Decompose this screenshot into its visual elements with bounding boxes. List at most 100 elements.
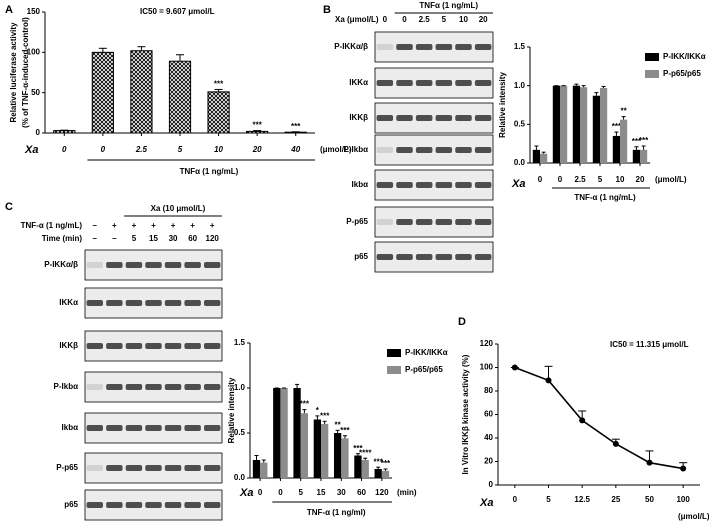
x-tick-label: 20 [636, 175, 645, 184]
significance: *** [300, 400, 310, 409]
y-tick-label: 1.5 [514, 42, 526, 51]
band [455, 182, 472, 188]
band-label: IKKα [59, 298, 78, 307]
error-bar [137, 46, 146, 51]
band [164, 300, 182, 306]
band [86, 343, 104, 349]
legend-swatch [387, 349, 401, 357]
x-tick-label: 40 [290, 145, 300, 154]
band [474, 115, 492, 121]
error-bar [534, 145, 539, 150]
blot-strip [374, 31, 494, 63]
point [545, 377, 552, 384]
bar [560, 85, 568, 163]
band [145, 384, 162, 390]
blot-strip [374, 102, 494, 134]
error-bar [98, 47, 107, 53]
band-label: IKKα [349, 78, 368, 87]
band [376, 182, 394, 188]
y-tick-label: 0.0 [234, 473, 246, 482]
band [396, 147, 413, 153]
band [164, 502, 182, 508]
band [376, 44, 394, 50]
x-row-label: Xa [239, 487, 253, 499]
error-bar [176, 54, 184, 62]
band [474, 147, 492, 153]
band [435, 80, 453, 86]
error-bar [641, 145, 646, 150]
significance: *** [214, 80, 224, 89]
y-tick-label: 150 [27, 7, 41, 16]
lane: + [112, 221, 117, 230]
y-tick-label: 1.5 [234, 338, 246, 347]
y-axis-label: Relative intensity [498, 72, 507, 138]
bar [293, 388, 301, 478]
error-bar [594, 92, 599, 96]
band [415, 254, 433, 260]
point [646, 459, 653, 466]
x-tick-label: 0 [258, 488, 263, 497]
bar [381, 470, 390, 478]
band-label: IKKβ [59, 341, 78, 350]
group-label: TNF-α (1 ng/ml) [307, 508, 366, 517]
band [376, 115, 394, 121]
band-label: P-p65 [346, 217, 368, 226]
band [184, 425, 201, 431]
band [164, 384, 182, 390]
band [164, 465, 182, 471]
lane: 5 [442, 15, 447, 24]
x-tick-label: 25 [611, 495, 620, 504]
legend-swatch [387, 366, 401, 374]
lane: + [171, 221, 176, 230]
bar [540, 153, 548, 163]
legend-swatch [645, 70, 659, 78]
x-tick-label: 50 [645, 495, 654, 504]
significance: *** [632, 137, 642, 146]
band [396, 115, 413, 121]
band-label: P-IKKα/β [44, 260, 78, 269]
bar [592, 95, 600, 163]
y-tick-label: 1.0 [514, 81, 526, 90]
lane: 0 [383, 15, 388, 24]
band [125, 262, 143, 268]
band [396, 182, 413, 188]
band [145, 465, 162, 471]
band-label: Ikbα [352, 180, 369, 189]
significance: * [316, 406, 320, 415]
x-tick-label: 0 [62, 145, 67, 154]
bar [354, 455, 362, 478]
x-unit: (min) [397, 488, 417, 497]
x-row-label: Xa [479, 497, 493, 509]
point [680, 465, 687, 472]
blot-header: Xa (10 μmol/L) [151, 204, 206, 213]
error-bar [581, 85, 586, 88]
bar [321, 424, 329, 478]
error-bar [295, 383, 300, 388]
lane: 2.5 [419, 15, 431, 24]
bar [246, 130, 269, 134]
lane: – [93, 234, 98, 243]
x-tick-label: 20 [252, 145, 262, 154]
band [396, 80, 413, 86]
y-tick-label: 0.0 [514, 158, 526, 167]
x-tick-label: 5 [598, 175, 603, 184]
band [184, 300, 201, 306]
blot-header: TNFα (1 ng/mL) [419, 1, 478, 10]
blot-strip [374, 241, 494, 273]
band [376, 219, 394, 225]
x-tick-label: 5 [298, 488, 303, 497]
x-tick-label: 10 [616, 175, 625, 184]
band [396, 219, 413, 225]
band [455, 80, 472, 86]
bar [552, 85, 560, 163]
bar [600, 87, 608, 163]
y-tick-label: 0.5 [234, 428, 246, 437]
band [184, 465, 201, 471]
y-tick-label: 40 [484, 433, 493, 442]
lane: 120 [206, 234, 220, 243]
error-bar [363, 457, 368, 460]
y-tick-label: 120 [480, 339, 494, 348]
band [415, 182, 433, 188]
band [474, 182, 492, 188]
blot-strip [374, 134, 494, 166]
